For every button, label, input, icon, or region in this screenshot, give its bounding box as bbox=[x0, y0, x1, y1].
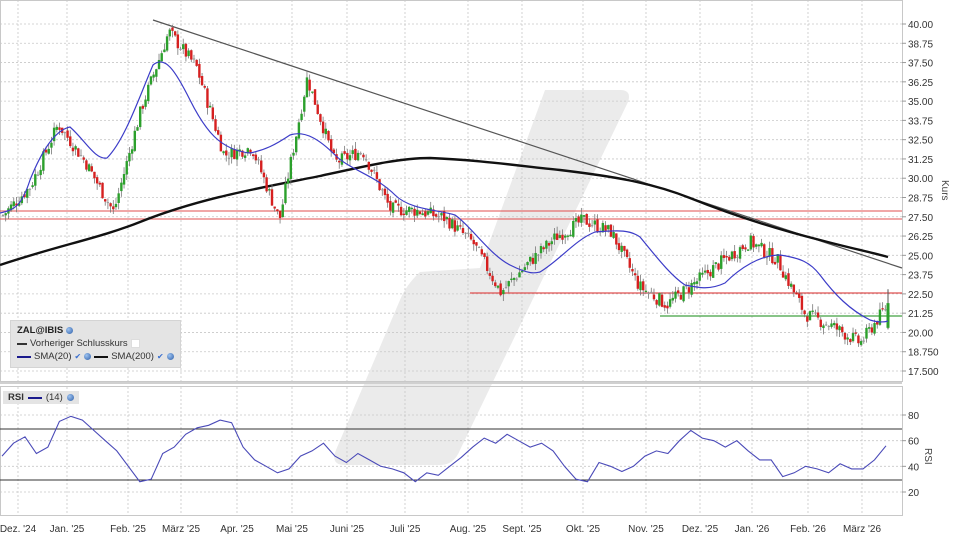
svg-text:Dez. '24: Dez. '24 bbox=[0, 524, 37, 535]
svg-text:Jan. '25: Jan. '25 bbox=[50, 524, 85, 535]
trend-line[interactable] bbox=[152, 19, 903, 269]
svg-text:60: 60 bbox=[908, 437, 920, 448]
rsi-swatch-icon bbox=[27, 396, 42, 399]
svg-text:35.00: 35.00 bbox=[908, 97, 933, 108]
svg-text:80: 80 bbox=[908, 411, 920, 422]
svg-text:Feb. '26: Feb. '26 bbox=[790, 524, 826, 535]
dashed-line-icon bbox=[17, 342, 27, 345]
svg-text:40: 40 bbox=[908, 462, 920, 473]
svg-text:17.500: 17.500 bbox=[908, 367, 939, 378]
sma200-line bbox=[0, 156, 889, 267]
rsi-title: RSI bbox=[8, 392, 24, 403]
sma200-settings-icon[interactable] bbox=[166, 353, 174, 360]
svg-text:26.25: 26.25 bbox=[908, 232, 933, 243]
sma20-check-icon[interactable]: ✔ bbox=[74, 352, 82, 361]
svg-text:März '25: März '25 bbox=[162, 524, 200, 535]
svg-text:Mai '25: Mai '25 bbox=[276, 524, 308, 535]
svg-text:22.50: 22.50 bbox=[908, 290, 933, 301]
rsi-legend: RSI (14) bbox=[3, 391, 79, 404]
watermark-logo bbox=[334, 90, 629, 465]
time-axis: Dez. '24 Jan. '25 Feb. '25 März '25 Apr. '25… bbox=[0, 524, 881, 535]
price-axis: 40.00 38.75 37.50 36.25 35.00 33.75 32.50 31.25… bbox=[902, 20, 939, 378]
prev-close-label: Vorheriger Schlusskurs bbox=[30, 338, 128, 349]
candlesticks[interactable] bbox=[1, 24, 890, 347]
svg-text:28.75: 28.75 bbox=[908, 194, 933, 205]
svg-text:37.50: 37.50 bbox=[908, 59, 933, 70]
rsi-panel-frame bbox=[0, 386, 903, 516]
rsi-settings-icon[interactable] bbox=[66, 394, 74, 401]
svg-text:32.50: 32.50 bbox=[908, 136, 933, 147]
symbol-label: ZAL@IBIS bbox=[17, 325, 64, 336]
svg-text:21.25: 21.25 bbox=[908, 309, 933, 320]
svg-text:Okt. '25: Okt. '25 bbox=[566, 524, 601, 535]
svg-text:Jan. '26: Jan. '26 bbox=[735, 524, 770, 535]
svg-text:33.75: 33.75 bbox=[908, 116, 933, 127]
svg-text:Aug. '25: Aug. '25 bbox=[450, 524, 487, 535]
svg-text:18.750: 18.750 bbox=[908, 348, 939, 359]
svg-text:März '26: März '26 bbox=[843, 524, 881, 535]
sma20-settings-icon[interactable] bbox=[84, 353, 92, 360]
price-panel-frame bbox=[0, 0, 903, 382]
svg-text:Juli '25: Juli '25 bbox=[390, 524, 421, 535]
svg-text:Nov. '25: Nov. '25 bbox=[628, 524, 664, 535]
sma20-label: SMA(20) bbox=[34, 351, 72, 362]
rsi-period-label: (14) bbox=[45, 392, 63, 403]
svg-text:Sept. '25: Sept. '25 bbox=[502, 524, 542, 535]
svg-text:Juni '25: Juni '25 bbox=[330, 524, 365, 535]
svg-text:Apr. '25: Apr. '25 bbox=[220, 524, 254, 535]
svg-text:20.00: 20.00 bbox=[908, 328, 933, 339]
svg-text:30.00: 30.00 bbox=[908, 174, 933, 185]
svg-text:25.00: 25.00 bbox=[908, 251, 933, 262]
rsi-axis-title: RSI bbox=[922, 448, 933, 465]
svg-text:Dez. '25: Dez. '25 bbox=[682, 524, 719, 535]
price-legend: ZAL@IBIS Vorheriger Schlusskurs SMA(20) … bbox=[10, 320, 181, 368]
svg-text:31.25: 31.25 bbox=[908, 155, 933, 166]
price-axis-title: Kurs bbox=[939, 180, 950, 201]
prev-close-checkbox[interactable] bbox=[130, 339, 140, 348]
sma20-line bbox=[0, 61, 889, 323]
svg-text:38.75: 38.75 bbox=[908, 39, 933, 50]
sma200-label: SMA(200) bbox=[111, 351, 154, 362]
sma200-swatch-icon bbox=[94, 355, 109, 358]
settings-globe-icon[interactable] bbox=[66, 327, 74, 334]
svg-text:40.00: 40.00 bbox=[908, 20, 933, 31]
svg-text:20: 20 bbox=[908, 488, 920, 499]
svg-text:23.75: 23.75 bbox=[908, 271, 933, 282]
rsi-line bbox=[1, 415, 887, 483]
rsi-axis: 80 60 40 20 bbox=[902, 411, 920, 499]
svg-text:36.25: 36.25 bbox=[908, 78, 933, 89]
rsi-grid bbox=[0, 387, 902, 515]
svg-text:27.50: 27.50 bbox=[908, 213, 933, 224]
sma200-check-icon[interactable]: ✔ bbox=[156, 352, 164, 361]
sma20-swatch-icon bbox=[17, 355, 31, 358]
svg-text:Feb. '25: Feb. '25 bbox=[110, 524, 146, 535]
